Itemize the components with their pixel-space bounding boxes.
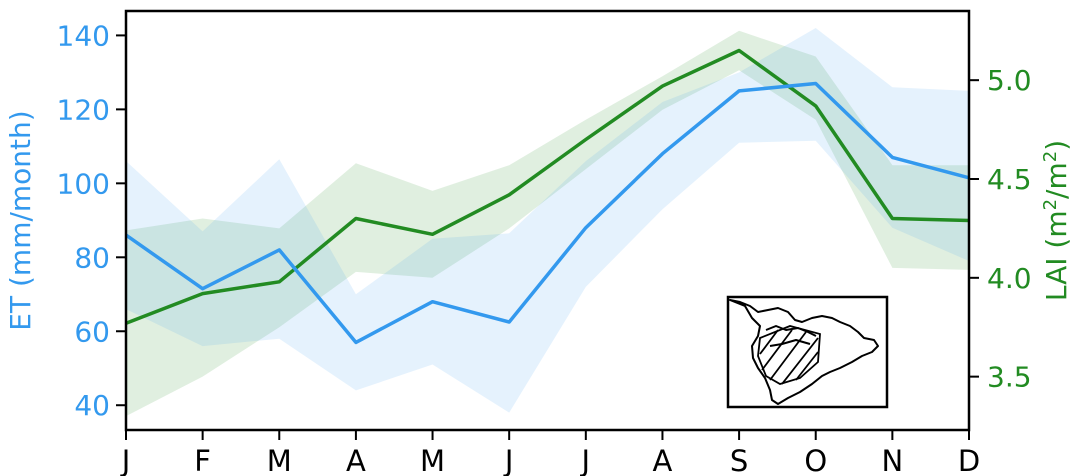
x-tick-label: D [958,444,980,476]
axis-label-part: ) [1040,140,1073,151]
lai-band [126,30,969,417]
y-right-axis-label: LAI (m2/m2) [1040,140,1074,301]
x-tick-label: M [420,444,445,476]
axis-label-part: LAI (m [1040,210,1073,301]
y-left-tick-label: 100 [57,167,110,200]
y-left-tick-label: 80 [74,241,110,274]
plot-frame [124,9,971,432]
y-right-tick-label: 4.5 [987,163,1032,196]
x-tick-label: F [194,444,211,476]
y-left-tick-label: 60 [74,315,110,348]
x-tick-label: O [804,444,827,476]
x-tick-label: J [580,444,591,476]
y-left-axis-label: ET (mm/month) [4,110,37,330]
series-lines [124,48,970,345]
confidence-bands [126,28,969,417]
y-left-tick-label: 140 [57,19,110,52]
x-tick-label: J [503,444,514,476]
study-region-hatch [757,325,821,385]
axis-label-superscript: 2 [1040,199,1061,210]
y-right-tick-label: 5.0 [987,64,1032,97]
x-tick-label: A [653,444,673,476]
et-line [124,81,970,345]
south-america-outline-icon [729,299,879,405]
x-tick-label: J [120,444,131,476]
y-left-tick-label: 120 [57,93,110,126]
inset-map [726,295,889,409]
y-right-tick-label: 3.5 [987,361,1032,394]
et-band [126,28,969,413]
y-left-tick-label: 40 [74,389,110,422]
x-tick-label: M [267,444,292,476]
axis-label-superscript: 2 [1040,151,1061,162]
x-tick-label: A [346,444,366,476]
x-tick-label: S [730,444,748,476]
axis-label-part: /m [1040,162,1073,199]
axes: J F M A M J J A S O N D 40 60 80 100 120 140 ET (mm/month)… [4,9,1074,476]
lai-line [125,48,970,325]
y-right-tick-label: 4.0 [987,262,1032,295]
x-tick-label: N [882,444,904,476]
